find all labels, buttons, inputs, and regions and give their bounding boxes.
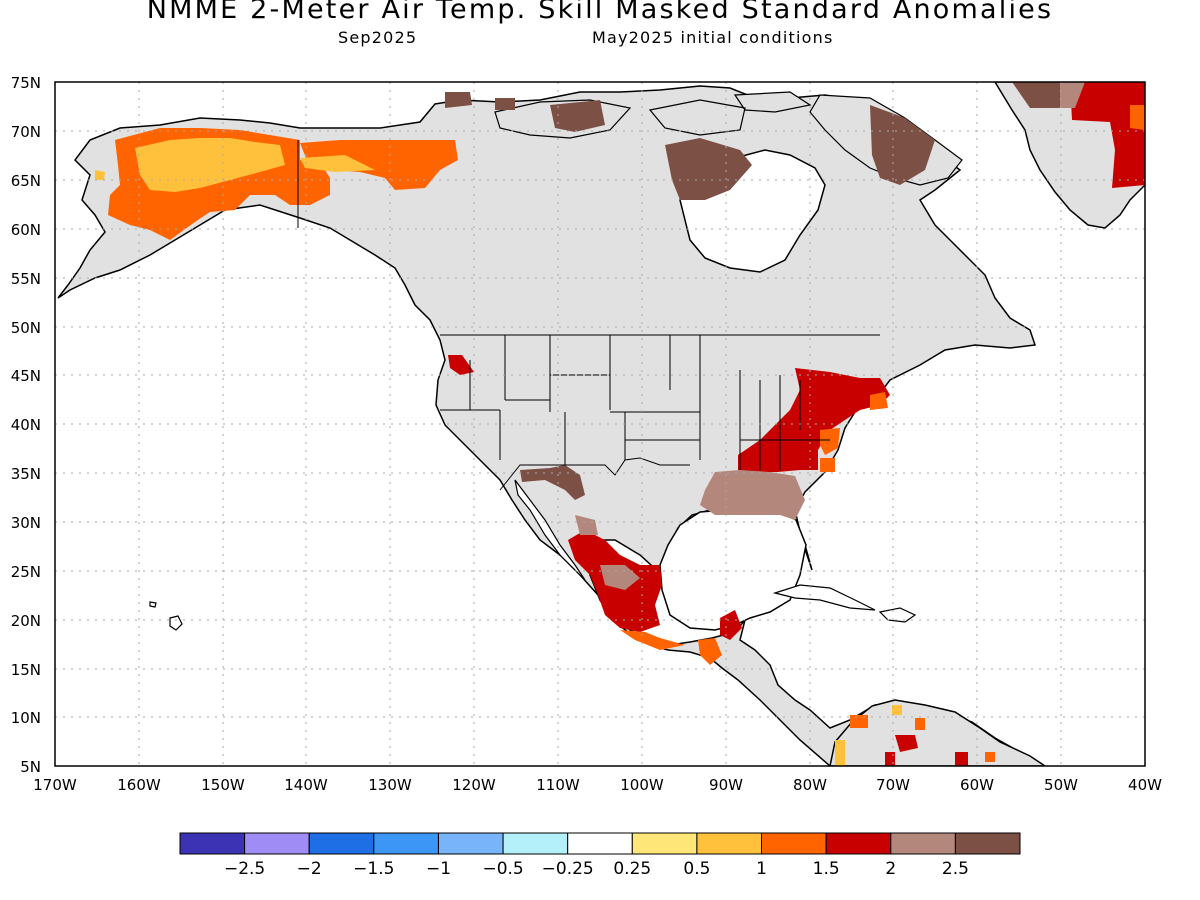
colorbar-swatch [954, 832, 1021, 855]
lat-tick-label: 70N [11, 123, 41, 141]
colorbar-label: −2 [297, 859, 322, 879]
anomaly-mexico-orange [620, 630, 722, 665]
colorbar-swatch [825, 832, 892, 855]
colorbar-label: 2.5 [942, 859, 969, 879]
anomaly-south-america-red [885, 735, 968, 766]
anomaly-central-america-red [720, 610, 742, 640]
lat-tick-label: 40N [11, 416, 41, 434]
lon-tick-label: 170W [33, 776, 77, 794]
lon-tick-label: 120W [452, 776, 496, 794]
init-conditions: May2025 initial conditions [592, 28, 834, 47]
anomaly-greenland-red [1070, 82, 1145, 188]
colorbar-label: −1 [426, 859, 451, 879]
anomaly-greenland-brown [1012, 82, 1060, 108]
colorbar-label: 1.5 [813, 859, 840, 879]
anomaly-arctic-brown-2 [665, 138, 752, 200]
anomaly-southwest-brown [520, 465, 585, 500]
lon-axis: 170W 160W 150W 140W 130W 120W 110W 100W … [33, 776, 1162, 794]
map-frame [54, 81, 1146, 767]
land-south-america [829, 699, 1047, 766]
colorbar-swatch [373, 832, 439, 855]
lat-tick-label: 10N [11, 709, 41, 727]
lat-tick-label: 65N [11, 172, 41, 190]
colorbar-swatch [696, 832, 763, 855]
colorbar-label: 0.25 [613, 859, 651, 879]
colorbar-swatch [438, 832, 504, 855]
lon-tick-label: 110W [536, 776, 580, 794]
colorbar-swatch [567, 832, 633, 855]
colorbar-label: −1.5 [353, 859, 394, 879]
lat-tick-label: 50N [11, 319, 41, 337]
lon-tick-label: 160W [117, 776, 161, 794]
lat-tick-label: 20N [11, 612, 41, 630]
gulf-of-california [514, 479, 586, 581]
anomaly-southeast-brown [700, 470, 805, 520]
lat-tick-label: 30N [11, 514, 41, 532]
lon-tick-label: 40W [1128, 776, 1162, 794]
colorbar-label: −0.25 [542, 859, 594, 879]
political-borders [297, 140, 880, 491]
target-month: Sep2025 [338, 28, 418, 47]
anomaly-northwest-red [448, 355, 474, 375]
lat-tick-label: 75N [11, 74, 41, 92]
colorbar-swatch [761, 832, 827, 855]
colorbar-label: −0.5 [482, 859, 523, 879]
chart-title: NMME 2-Meter Air Temp. Skill Masked Stan… [146, 0, 1054, 25]
lat-tick-label: 55N [11, 270, 41, 288]
lon-tick-label: 60W [960, 776, 994, 794]
land-hawaii [149, 601, 183, 631]
anomaly-greenland-orange [1130, 105, 1145, 130]
lat-tick-label: 45N [11, 367, 41, 385]
lon-tick-label: 90W [709, 776, 743, 794]
colorbar-label: 1 [756, 859, 767, 879]
lon-tick-label: 50W [1044, 776, 1078, 794]
colorbar-label: 2 [885, 859, 896, 879]
colorbar-labels: −2.5 −2 −1.5 −1 −0.5 −0.25 0.25 0.5 1 1.… [224, 859, 969, 879]
colorbar-swatches [179, 832, 1021, 855]
anomaly-greenland-lightbrown [1060, 82, 1085, 108]
lon-tick-label: 80W [793, 776, 827, 794]
lat-tick-label: 5N [20, 758, 41, 776]
colorbar-swatch [890, 832, 956, 855]
colorbar-label: −2.5 [224, 859, 265, 879]
colorbar-swatch [308, 832, 375, 855]
lat-tick-label: 15N [11, 661, 41, 679]
anomaly-alaska-east-orange [300, 140, 458, 190]
anomaly-arctic-brown-1 [870, 105, 935, 185]
colorbar-swatch [179, 832, 246, 855]
lat-axis: 75N 70N 65N 60N 55N 50N 45N 40N 35N 30N … [11, 74, 41, 776]
land-north-america [57, 85, 1044, 766]
map-area [55, 82, 1145, 766]
anomaly-east-us-red [738, 368, 890, 472]
lat-tick-label: 35N [11, 465, 41, 483]
anomaly-fills [95, 82, 1145, 766]
lon-tick-label: 140W [284, 776, 328, 794]
lon-tick-label: 70W [876, 776, 910, 794]
lat-tick-label: 60N [11, 221, 41, 239]
graticule [55, 82, 1145, 766]
colorbar-swatch [631, 832, 698, 855]
anomaly-alaska-yellow [95, 138, 375, 192]
colorbar-swatch [502, 832, 569, 855]
colorbar: −2.5 −2 −1.5 −1 −0.5 −0.25 0.25 0.5 1 1.… [179, 832, 1021, 879]
colorbar-swatch [244, 832, 310, 855]
anomaly-south-america-yellow [835, 705, 902, 766]
lon-tick-label: 150W [201, 776, 245, 794]
land-hispaniola [878, 607, 917, 623]
colorbar-label: 0.5 [683, 859, 710, 879]
anomaly-arctic-brown-3 [445, 92, 605, 132]
anomaly-east-us-orange [820, 392, 888, 472]
anomaly-south-america-orange [850, 715, 995, 762]
lon-tick-label: 100W [620, 776, 664, 794]
lon-tick-label: 130W [368, 776, 412, 794]
lat-tick-label: 25N [11, 563, 41, 581]
